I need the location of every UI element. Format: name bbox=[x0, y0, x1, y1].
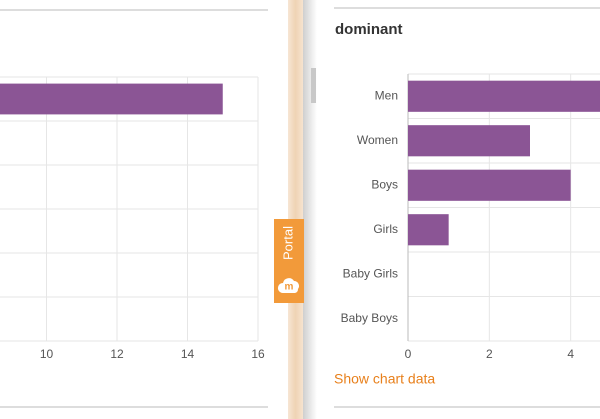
y-tick-label: Baby Boys bbox=[341, 311, 398, 325]
scrollbar[interactable] bbox=[311, 68, 316, 103]
chart-title: dominant bbox=[335, 21, 403, 38]
x-tick-label: 14 bbox=[181, 347, 195, 361]
y-tick-label: Girls bbox=[373, 222, 398, 236]
x-tick-label: 4 bbox=[567, 347, 574, 361]
tab-label: Portal bbox=[280, 226, 295, 260]
divider bbox=[288, 0, 303, 419]
x-tick-label: 16 bbox=[251, 347, 265, 361]
icon-glyph: m bbox=[285, 282, 294, 293]
x-tick-label: 12 bbox=[110, 347, 124, 361]
bar bbox=[0, 83, 223, 115]
divider-shadow bbox=[303, 0, 317, 419]
y-tick-label: Men bbox=[375, 88, 398, 102]
x-tick-label: 2 bbox=[486, 347, 493, 361]
portal-tab[interactable]: Portal m bbox=[274, 219, 304, 303]
bar bbox=[408, 125, 530, 157]
y-tick-label: Women bbox=[357, 133, 398, 147]
bar bbox=[408, 169, 571, 201]
show-data-link[interactable]: Show chart data bbox=[334, 371, 435, 387]
x-tick-label: 0 bbox=[405, 347, 412, 361]
y-tick-label: Baby Girls bbox=[343, 266, 398, 280]
y-tick-label: Boys bbox=[371, 177, 398, 191]
x-tick-label: 10 bbox=[40, 347, 54, 361]
cloud-icon bbox=[278, 278, 299, 294]
bar bbox=[408, 80, 600, 112]
bar bbox=[408, 214, 449, 246]
